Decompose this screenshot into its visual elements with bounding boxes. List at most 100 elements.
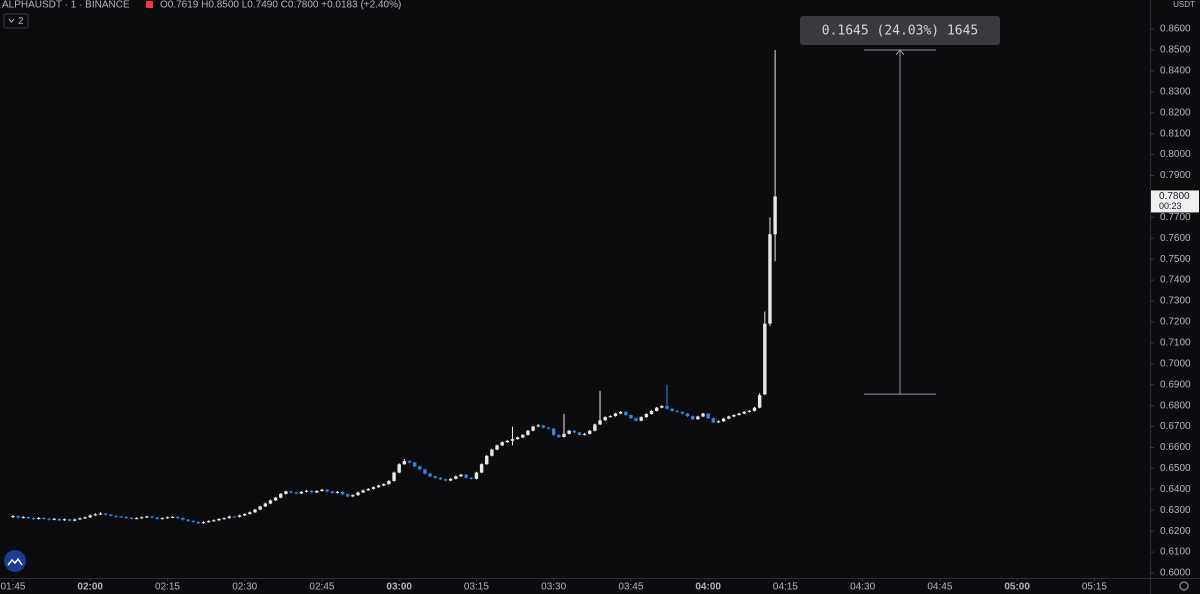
candle-body — [634, 418, 638, 421]
y-tick-label: 0.6200 — [1160, 526, 1191, 537]
candle-body — [103, 513, 108, 515]
x-tick-label: 03:00 — [386, 582, 412, 593]
candle-body — [181, 517, 185, 520]
logo[interactable] — [4, 550, 26, 572]
settings[interactable] — [1179, 581, 1189, 591]
candle-body — [711, 418, 716, 423]
candle-body — [608, 416, 613, 418]
x-tick-label: 03:15 — [464, 582, 489, 593]
candle-body — [701, 413, 705, 417]
candle-body — [763, 323, 767, 395]
candle-body — [510, 439, 515, 441]
candle-body — [263, 503, 268, 507]
candle-body — [155, 517, 159, 519]
candle-body — [773, 196, 777, 235]
candle-body — [284, 491, 288, 494]
last-price-box — [1151, 190, 1199, 213]
candle-body — [351, 495, 355, 497]
measure-box — [800, 16, 1000, 45]
candle-body — [691, 416, 695, 420]
symbol: ALPHAUSDT · 1 · BINANCE — [2, 0, 130, 11]
candle-body — [145, 516, 149, 518]
x-tick-label: 04:45 — [927, 582, 952, 593]
indicator-count: 2 — [18, 16, 24, 27]
candle-body — [320, 489, 324, 491]
candle-body — [706, 413, 710, 419]
y-tick-label: 0.7100 — [1160, 338, 1191, 349]
candle-body — [325, 489, 329, 492]
last-price-label: 0.7800 — [1159, 191, 1190, 202]
measure-label: 0.1645 (24.03%) 1645 — [822, 24, 979, 39]
candle-body — [237, 515, 242, 517]
candle-body — [206, 521, 211, 523]
candle-body — [62, 519, 67, 521]
candle-body — [582, 433, 587, 435]
candle-body — [577, 432, 582, 435]
candle-body — [551, 428, 556, 435]
x-tick-label: 02:15 — [155, 582, 180, 593]
candle-body — [567, 430, 571, 434]
y-tick-label: 0.7500 — [1160, 254, 1191, 265]
candle-body — [243, 513, 247, 516]
candle-body — [737, 413, 741, 416]
candle-body — [423, 469, 427, 474]
candle-body — [279, 493, 283, 498]
x-tick-label: 02:00 — [77, 582, 103, 593]
candle-body — [340, 491, 345, 495]
candle-body — [598, 420, 602, 425]
y-tick-label: 0.6100 — [1160, 547, 1191, 558]
candle-body — [526, 430, 530, 435]
candle-body — [176, 516, 180, 518]
candle-body — [93, 514, 98, 516]
candle-body — [716, 421, 721, 423]
candle-body — [515, 437, 520, 440]
candle-body — [454, 476, 458, 479]
candle-body — [83, 517, 87, 519]
y-tick-label: 0.7200 — [1160, 317, 1191, 328]
candle-body — [752, 407, 757, 411]
y-tick-label: 0.6500 — [1160, 463, 1191, 474]
candle-body — [675, 410, 679, 412]
y-tick-label: 0.7000 — [1160, 358, 1191, 369]
candle-body — [665, 406, 669, 409]
y-tick-label: 0.7300 — [1160, 296, 1191, 307]
x-tick-label: 03:30 — [541, 582, 566, 593]
x-tick-label: 02:30 — [232, 582, 257, 593]
candle-body — [356, 492, 360, 496]
candle-body — [258, 506, 262, 510]
x-tick-label: 04:15 — [773, 582, 798, 593]
candle-body — [88, 515, 92, 518]
candle-body — [232, 516, 237, 518]
candle-body — [536, 425, 540, 427]
indicator-toggle[interactable] — [3, 13, 29, 29]
candle-body — [31, 518, 36, 520]
candle-body — [201, 522, 206, 524]
candle-body — [649, 410, 654, 414]
candle-body — [685, 413, 690, 417]
candle-body — [412, 462, 417, 467]
candle-body — [732, 415, 736, 417]
candle-body — [593, 424, 597, 431]
y-tick-label: 0.8400 — [1160, 66, 1191, 77]
candle-body — [624, 411, 628, 416]
candle-body — [680, 411, 685, 414]
y-tick-label: 0.6000 — [1160, 568, 1191, 579]
candle-body — [47, 518, 51, 520]
candle-body — [696, 416, 700, 420]
candle-body — [98, 513, 103, 515]
y-tick-label: 0.8100 — [1160, 128, 1191, 139]
candle-body — [315, 490, 319, 493]
y-tick-label: 0.6600 — [1160, 442, 1191, 453]
logo-mark — [7, 557, 23, 566]
candle-body — [160, 518, 165, 520]
x-tick-label: 05:15 — [1082, 582, 1107, 593]
candle-body — [222, 518, 226, 520]
x-tick-label: 05:00 — [1004, 582, 1030, 593]
candle-body — [757, 395, 762, 408]
y-tick-label: 0.6700 — [1160, 421, 1191, 432]
y-tick-label: 0.7900 — [1160, 170, 1191, 181]
candle-body — [227, 516, 231, 519]
candle-body — [392, 472, 396, 481]
measure-arrow — [895, 49, 905, 56]
